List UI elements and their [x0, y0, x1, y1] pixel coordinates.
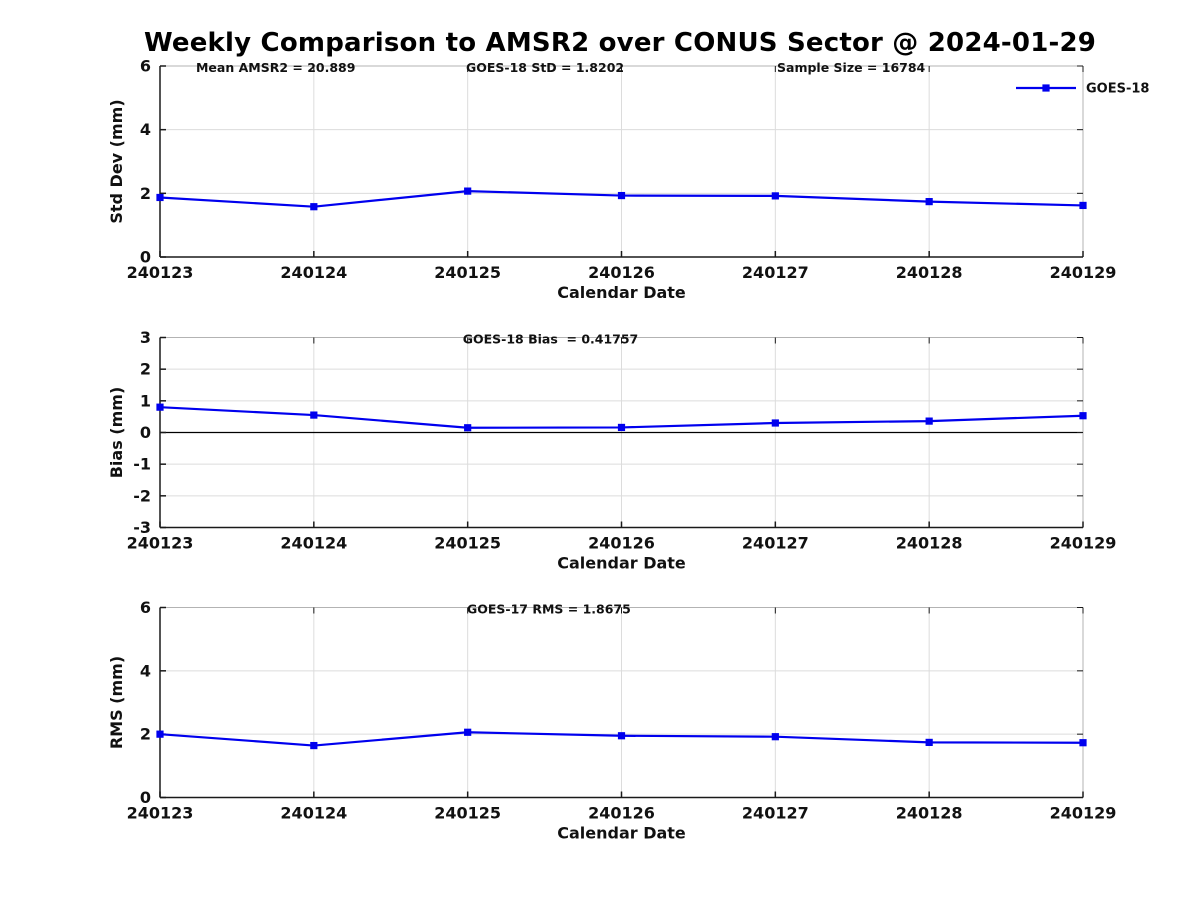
x-tick-label: 240123	[127, 534, 194, 553]
x-tick-label: 240126	[588, 263, 655, 282]
x-tick-label: 240127	[742, 263, 809, 282]
data-point-marker	[771, 192, 779, 200]
x-tick-label: 240125	[434, 263, 501, 282]
y-tick-label: 1	[140, 391, 151, 410]
y-tick-label: -3	[133, 518, 151, 537]
data-point-marker	[925, 738, 933, 746]
annotation: GOES-18 Bias = 0.41757	[463, 332, 639, 347]
y-tick-label: -2	[133, 486, 151, 505]
data-point-marker	[1079, 412, 1087, 420]
x-tick-label: 240126	[588, 534, 655, 553]
data-point-marker	[156, 730, 164, 738]
y-tick-label: 3	[140, 328, 151, 347]
data-point-marker	[310, 741, 318, 750]
data-point-marker	[617, 423, 626, 432]
x-tick-label: 240129	[1050, 534, 1117, 553]
data-point-marker	[617, 732, 626, 740]
y-tick-label: 4	[140, 120, 151, 139]
y-tick-label: 0	[140, 788, 151, 807]
y-axis-label: Std Dev (mm)	[107, 99, 126, 223]
x-axis-label: Calendar Date	[557, 824, 686, 843]
x-tick-label: 240123	[127, 804, 194, 823]
legend-marker	[1042, 84, 1050, 92]
x-tick-label: 240126	[588, 804, 655, 823]
x-tick-label: 240124	[280, 804, 347, 823]
x-tick-label: 240129	[1050, 263, 1117, 282]
data-point-marker	[464, 424, 472, 432]
data-point-marker	[464, 187, 472, 195]
data-point-marker	[1079, 739, 1087, 747]
y-tick-label: 6	[140, 598, 151, 617]
x-tick-label: 240127	[742, 534, 809, 553]
y-tick-label: 6	[140, 57, 151, 76]
y-tick-label: 2	[140, 184, 151, 203]
y-tick-label: 4	[140, 661, 151, 680]
x-tick-label: 240127	[742, 804, 809, 823]
data-point-marker	[925, 198, 933, 206]
x-tick-label: 240123	[127, 263, 194, 282]
chart-title: Weekly Comparison to AMSR2 over CONUS Se…	[143, 28, 1097, 58]
data-point-marker	[771, 733, 779, 741]
data-point-marker	[310, 203, 318, 211]
x-tick-label: 240124	[280, 534, 347, 553]
annotation: Sample Size = 16784	[777, 60, 926, 75]
x-tick-label: 240129	[1050, 804, 1117, 823]
y-tick-label: 2	[140, 360, 151, 379]
x-tick-label: 240128	[896, 263, 963, 282]
y-tick-label: -1	[133, 455, 151, 474]
data-point-marker	[1079, 201, 1087, 210]
annotation: GOES-17 RMS = 1.8675	[467, 602, 631, 617]
data-point-marker	[771, 419, 779, 427]
y-tick-label: 0	[140, 248, 151, 267]
x-tick-label: 240124	[280, 263, 347, 282]
subplot-std-dev: 0 2 4 6 240123 240124 240125 240126 240127 240128…	[107, 57, 1149, 303]
x-tick-label: 240125	[434, 534, 501, 553]
data-point-marker	[617, 191, 626, 200]
subplot-bias: -3 -2 -1 0 1 2 3 240123 240124 240125 240126 240127…	[107, 328, 1116, 573]
x-tick-label: 240125	[434, 804, 501, 823]
subplot-rms: 0 2 4 6 240123 240124 240125 240126 240127 240128…	[107, 598, 1116, 843]
y-axis-label: RMS (mm)	[107, 656, 126, 749]
data-point-marker	[156, 403, 164, 411]
annotation: GOES-18 StD = 1.8202	[466, 60, 624, 75]
x-tick-label: 240128	[896, 804, 963, 823]
x-tick-label: 240128	[896, 534, 963, 553]
y-tick-label: 0	[140, 423, 151, 442]
x-axis-label: Calendar Date	[557, 283, 686, 302]
data-point-marker	[464, 728, 472, 736]
data-point-marker	[156, 193, 164, 202]
data-point-marker	[310, 411, 318, 419]
data-point-marker	[925, 417, 933, 425]
annotation: Mean AMSR2 = 20.889	[196, 60, 355, 75]
y-axis-label: Bias (mm)	[107, 387, 126, 479]
x-axis-label: Calendar Date	[557, 554, 686, 573]
y-tick-label: 2	[140, 725, 151, 744]
legend-label: GOES-18	[1086, 82, 1149, 97]
legend: GOES-18	[1016, 82, 1149, 97]
